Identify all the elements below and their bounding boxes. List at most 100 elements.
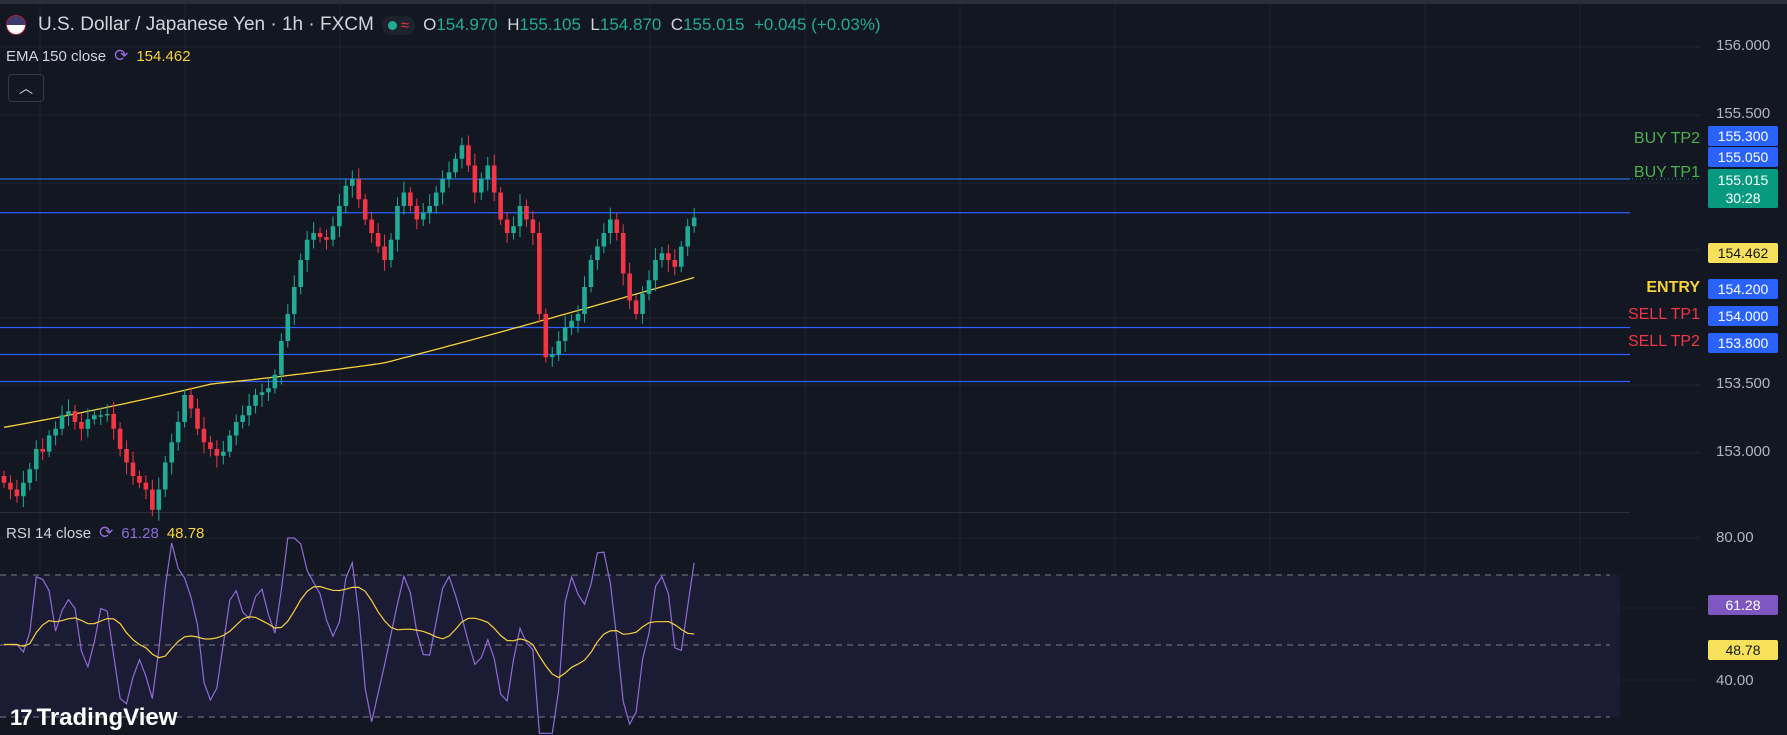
candle[interactable] [666, 244, 671, 272]
candle[interactable] [582, 276, 587, 323]
candle[interactable] [395, 197, 400, 252]
candle[interactable] [369, 211, 374, 243]
candle[interactable] [427, 194, 432, 224]
candle[interactable] [201, 416, 207, 454]
candle[interactable] [620, 224, 626, 286]
candle[interactable] [92, 409, 97, 425]
candle[interactable] [614, 213, 620, 241]
candle[interactable] [21, 470, 26, 508]
candle[interactable] [382, 234, 387, 271]
collapse-legend-button[interactable]: ︿ [8, 74, 44, 102]
rsi-ma-path[interactable] [4, 585, 695, 679]
candle[interactable] [388, 233, 394, 268]
refresh-icon[interactable]: ⟳ [99, 523, 114, 542]
candle[interactable] [556, 331, 561, 361]
candle[interactable] [33, 440, 39, 482]
candle[interactable] [633, 295, 639, 320]
candle[interactable] [575, 305, 581, 333]
candle[interactable] [259, 383, 265, 407]
candle[interactable] [285, 304, 291, 348]
ema-path[interactable] [3, 276, 695, 428]
rsi-path[interactable] [4, 537, 695, 734]
candle[interactable] [221, 440, 226, 465]
candle[interactable] [601, 223, 607, 253]
candle[interactable] [414, 198, 420, 230]
candle[interactable] [440, 170, 445, 205]
candle[interactable] [143, 475, 149, 500]
candle[interactable] [659, 246, 665, 268]
level-lines[interactable] [0, 178, 1630, 383]
candle[interactable] [79, 413, 84, 441]
candle[interactable] [14, 479, 20, 503]
candle[interactable] [330, 216, 336, 247]
buy-tp2-label[interactable]: BUY TP2 [1633, 130, 1700, 147]
candle[interactable] [104, 404, 110, 422]
candle[interactable] [1, 470, 7, 489]
candle[interactable] [498, 187, 503, 225]
candle[interactable] [311, 222, 316, 249]
candle[interactable] [298, 253, 303, 295]
candle[interactable] [491, 154, 497, 202]
candle[interactable] [214, 440, 220, 468]
candle[interactable] [130, 451, 136, 485]
candle[interactable] [453, 153, 458, 178]
candle[interactable] [562, 315, 568, 352]
symbol-legend[interactable]: U.S. Dollar / Japanese Yen · 1h · FXCM ≈… [6, 14, 881, 36]
candle[interactable] [356, 168, 362, 208]
candle[interactable] [72, 404, 78, 430]
candle[interactable] [27, 462, 33, 491]
candle[interactable] [175, 411, 181, 451]
candle[interactable] [53, 421, 58, 446]
candle[interactable] [549, 346, 555, 367]
candle[interactable] [240, 405, 245, 429]
candle[interactable] [446, 161, 452, 188]
candle[interactable] [459, 137, 465, 169]
ema-line[interactable] [3, 276, 695, 428]
rsi-legend[interactable]: RSI 14 close ⟳ 61.28 48.78 [6, 523, 204, 543]
candle[interactable] [646, 270, 652, 301]
candle[interactable] [169, 433, 174, 475]
candle[interactable] [685, 218, 690, 257]
candle[interactable] [640, 286, 645, 324]
candle[interactable] [408, 187, 413, 212]
candle[interactable] [111, 402, 116, 440]
candle[interactable] [137, 470, 142, 489]
symbol-title[interactable]: U.S. Dollar / Japanese Yen · 1h · FXCM [38, 14, 374, 35]
ema-name[interactable]: EMA 150 close [6, 47, 107, 65]
candle[interactable] [569, 314, 574, 336]
candle[interactable] [266, 377, 271, 401]
candle[interactable] [627, 262, 632, 310]
candle[interactable] [524, 199, 529, 228]
rsi-name[interactable]: RSI 14 close [6, 524, 92, 542]
candle[interactable] [279, 333, 284, 385]
tradingview-logo[interactable]: 17 TradingView [10, 704, 177, 732]
candle[interactable] [362, 193, 368, 225]
candle[interactable] [66, 399, 71, 427]
candle[interactable] [188, 387, 194, 419]
candle[interactable] [124, 440, 129, 475]
candle[interactable] [543, 308, 549, 363]
sell-tp1-label[interactable]: SELL TP1 [1627, 306, 1700, 323]
candle[interactable] [291, 275, 297, 325]
candle[interactable] [150, 479, 155, 517]
refresh-icon[interactable]: ⟳ [114, 46, 129, 65]
candle[interactable] [608, 207, 613, 244]
candle[interactable] [433, 186, 439, 214]
candle[interactable] [162, 456, 168, 498]
candle[interactable] [350, 170, 355, 198]
candlesticks[interactable] [1, 135, 697, 521]
candle[interactable] [537, 222, 542, 323]
candle[interactable] [324, 229, 329, 250]
ema-legend[interactable]: EMA 150 close ⟳ 154.462 [6, 46, 191, 66]
candle[interactable] [85, 408, 91, 438]
candle[interactable] [595, 238, 600, 270]
buy-tp1-label[interactable]: BUY TP1 [1633, 164, 1700, 181]
candle[interactable] [678, 241, 684, 273]
candle[interactable] [343, 179, 349, 214]
candle[interactable] [691, 207, 697, 233]
candle[interactable] [530, 210, 536, 245]
candle[interactable] [479, 172, 484, 201]
candle[interactable] [40, 438, 45, 461]
candle[interactable] [517, 194, 523, 238]
